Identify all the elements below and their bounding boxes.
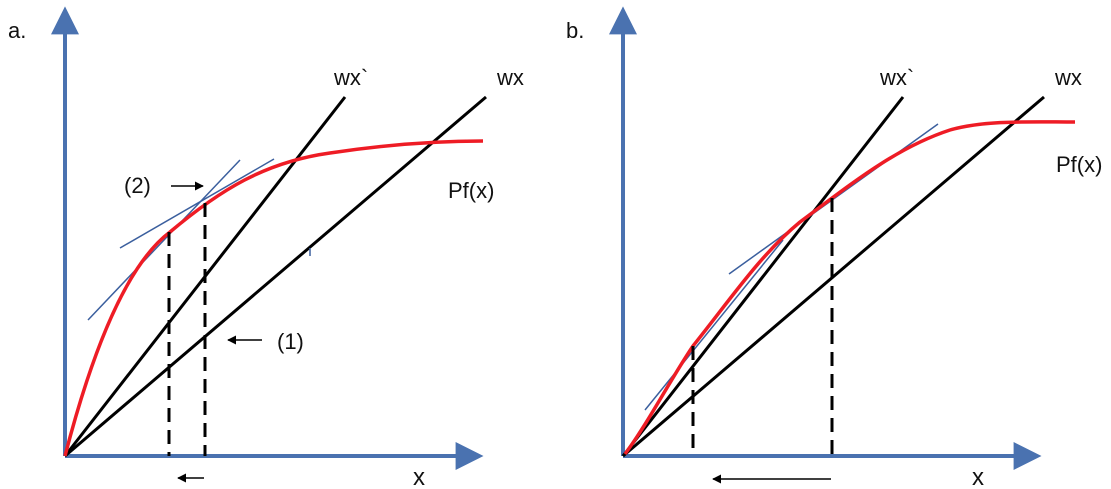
panel-b-wx-prime-line <box>621 96 905 457</box>
panel-a-tangent-line-steep <box>87 159 241 321</box>
panel-a-tag: a. <box>8 18 26 43</box>
panel-a-tangent-line-flat <box>119 158 275 249</box>
panel-a-marker-1-label: (1) <box>277 329 304 354</box>
panel-b-tangent-line-steep <box>644 239 784 411</box>
panel-a-wx-label: wx <box>496 65 524 90</box>
panel-b-x-axis-label: x <box>972 464 984 489</box>
panel-b-tag: b. <box>566 18 584 43</box>
panel-b-wx-prime-label: wx` <box>879 65 914 90</box>
panel-b: b. x wx` wx Pf(x) <box>566 6 1102 489</box>
panel-b-pf-label: Pf(x) <box>1056 152 1102 177</box>
panel-b-wx-label: wx <box>1054 65 1082 90</box>
panel-a: a. x wx` wx Pf(x) (2) (1) <box>8 6 524 489</box>
panel-a-x-axis-label: x <box>413 464 425 489</box>
panel-b-pf-curve <box>623 120 1076 456</box>
panel-a-marker-2-label: (2) <box>124 173 151 198</box>
panel-a-pf-label: Pf(x) <box>448 178 494 203</box>
panel-a-wx-line <box>64 95 487 458</box>
panel-a-pf-curve <box>63 139 484 457</box>
panel-a-wx-prime-label: wx` <box>333 65 368 90</box>
